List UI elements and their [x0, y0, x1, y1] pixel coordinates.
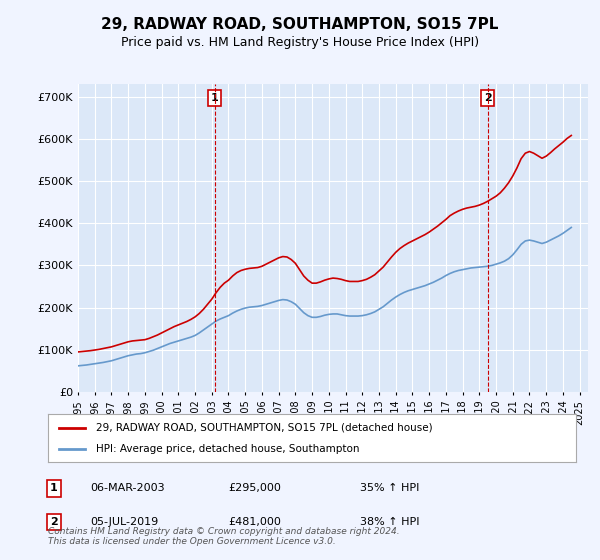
Text: £295,000: £295,000	[228, 483, 281, 493]
Text: 2: 2	[50, 517, 58, 527]
Text: Price paid vs. HM Land Registry's House Price Index (HPI): Price paid vs. HM Land Registry's House …	[121, 36, 479, 49]
Text: 35% ↑ HPI: 35% ↑ HPI	[360, 483, 419, 493]
Text: £481,000: £481,000	[228, 517, 281, 527]
Text: 29, RADWAY ROAD, SOUTHAMPTON, SO15 7PL (detached house): 29, RADWAY ROAD, SOUTHAMPTON, SO15 7PL (…	[95, 423, 432, 433]
Text: 06-MAR-2003: 06-MAR-2003	[90, 483, 164, 493]
Text: HPI: Average price, detached house, Southampton: HPI: Average price, detached house, Sout…	[95, 444, 359, 454]
Text: 38% ↑ HPI: 38% ↑ HPI	[360, 517, 419, 527]
Text: 2: 2	[484, 93, 491, 103]
Text: Contains HM Land Registry data © Crown copyright and database right 2024.
This d: Contains HM Land Registry data © Crown c…	[48, 526, 400, 546]
Text: 29, RADWAY ROAD, SOUTHAMPTON, SO15 7PL: 29, RADWAY ROAD, SOUTHAMPTON, SO15 7PL	[101, 17, 499, 32]
Text: 05-JUL-2019: 05-JUL-2019	[90, 517, 158, 527]
Text: 1: 1	[50, 483, 58, 493]
Text: 1: 1	[211, 93, 218, 103]
